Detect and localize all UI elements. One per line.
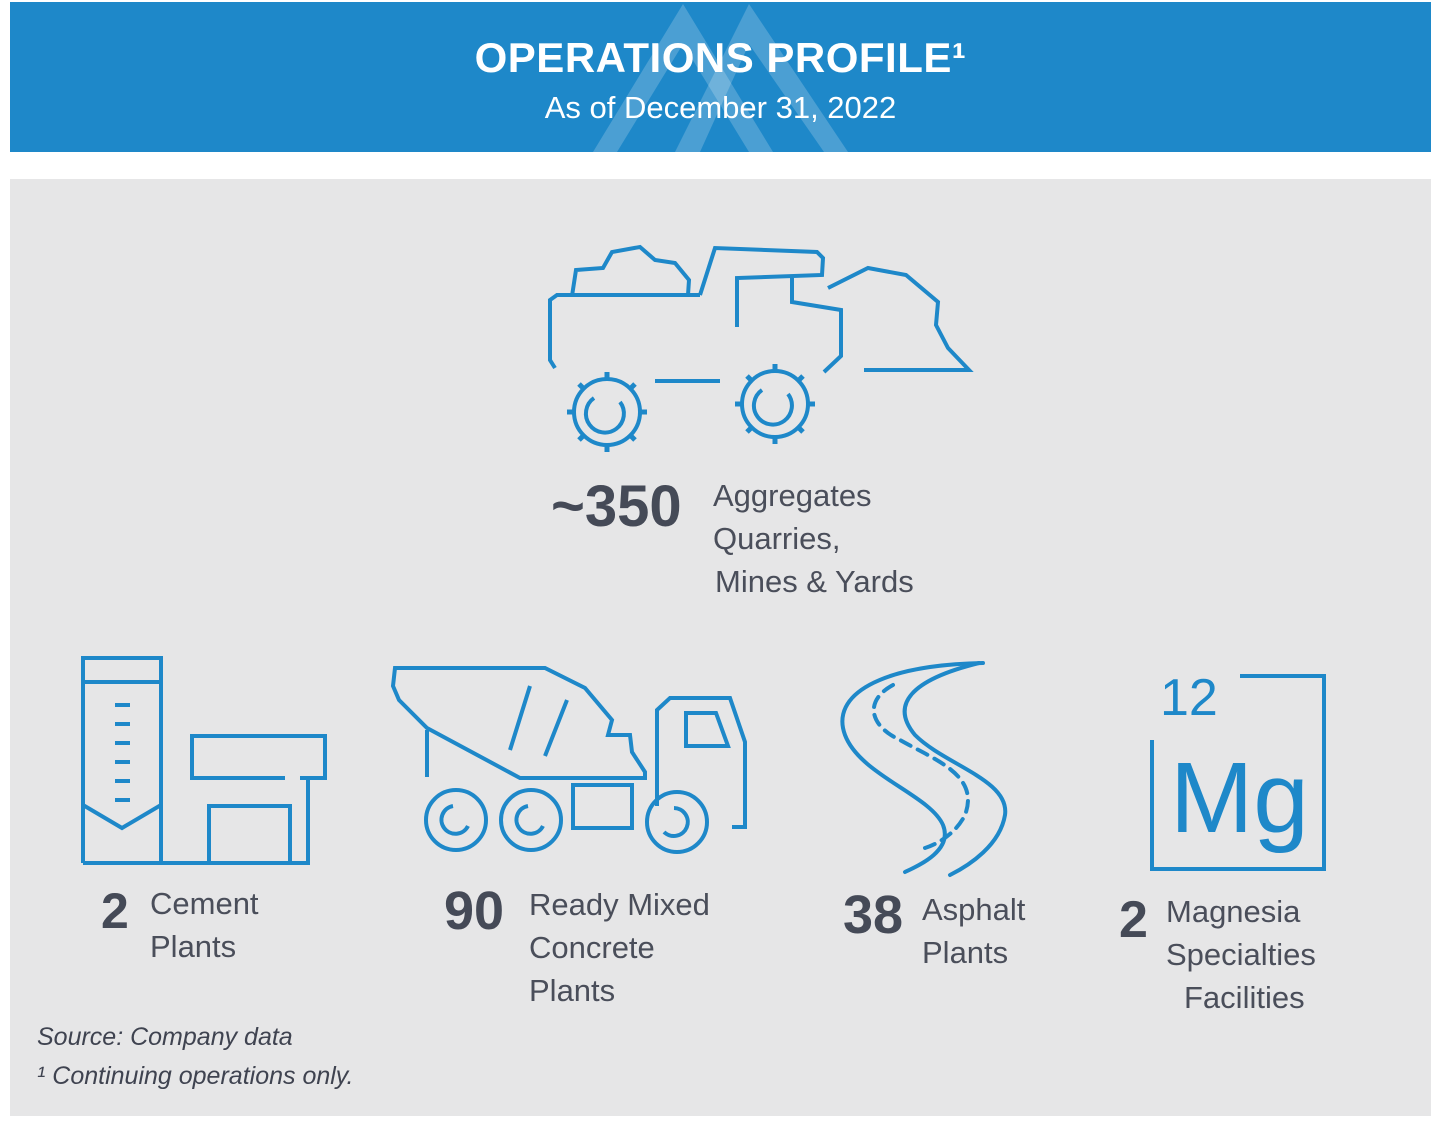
- aggregates-label-line: Mines & Yards: [715, 564, 914, 599]
- mountain-chevron-logo: [593, 4, 848, 152]
- page-title: OPERATIONS PROFILE¹: [474, 34, 967, 81]
- header-banner: OPERATIONS PROFILE¹ As of December 31, 2…: [10, 2, 1431, 152]
- cement-label-line: Cement: [150, 886, 259, 921]
- cement-label: Cement Plants: [150, 882, 259, 968]
- magnesia-label: Magnesia Specialties Facilities: [1166, 890, 1316, 1019]
- cement-count: 2: [101, 883, 129, 939]
- magnesia-label-line: Magnesia: [1166, 894, 1301, 929]
- ready-mixed-count: 90: [444, 881, 505, 941]
- aggregates-label: Aggregates Quarries, Mines & Yards: [713, 474, 914, 603]
- element-atomic-number: 12: [1160, 669, 1218, 727]
- aggregates-count: ~350: [551, 474, 682, 539]
- ready-mixed-label-line: Concrete: [529, 930, 655, 965]
- magnesia-count: 2: [1119, 891, 1148, 949]
- asphalt-label-line: Asphalt: [922, 892, 1026, 927]
- ready-mixed-label: Ready Mixed Concrete Plants: [529, 883, 710, 1012]
- operations-panel: [10, 179, 1431, 1116]
- asphalt-label: Asphalt Plants: [922, 888, 1025, 974]
- magnesia-label-line: Specialties: [1166, 937, 1316, 972]
- magnesia-label-line: Facilities: [1184, 980, 1305, 1015]
- element-symbol: Mg: [1170, 742, 1309, 854]
- aggregates-label-line: Quarries,: [713, 521, 841, 556]
- continuing-operations-note: ¹ Continuing operations only.: [37, 1062, 354, 1090]
- asphalt-label-line: Plants: [922, 935, 1009, 970]
- asphalt-count: 38: [843, 885, 904, 945]
- aggregates-label-line: Aggregates: [713, 478, 872, 513]
- ready-mixed-label-line: Ready Mixed: [529, 887, 710, 922]
- cement-label-line: Plants: [150, 929, 237, 964]
- ready-mixed-label-line: Plants: [529, 973, 616, 1008]
- page-subtitle: As of December 31, 2022: [544, 90, 897, 125]
- source-note: Source: Company data: [37, 1023, 293, 1051]
